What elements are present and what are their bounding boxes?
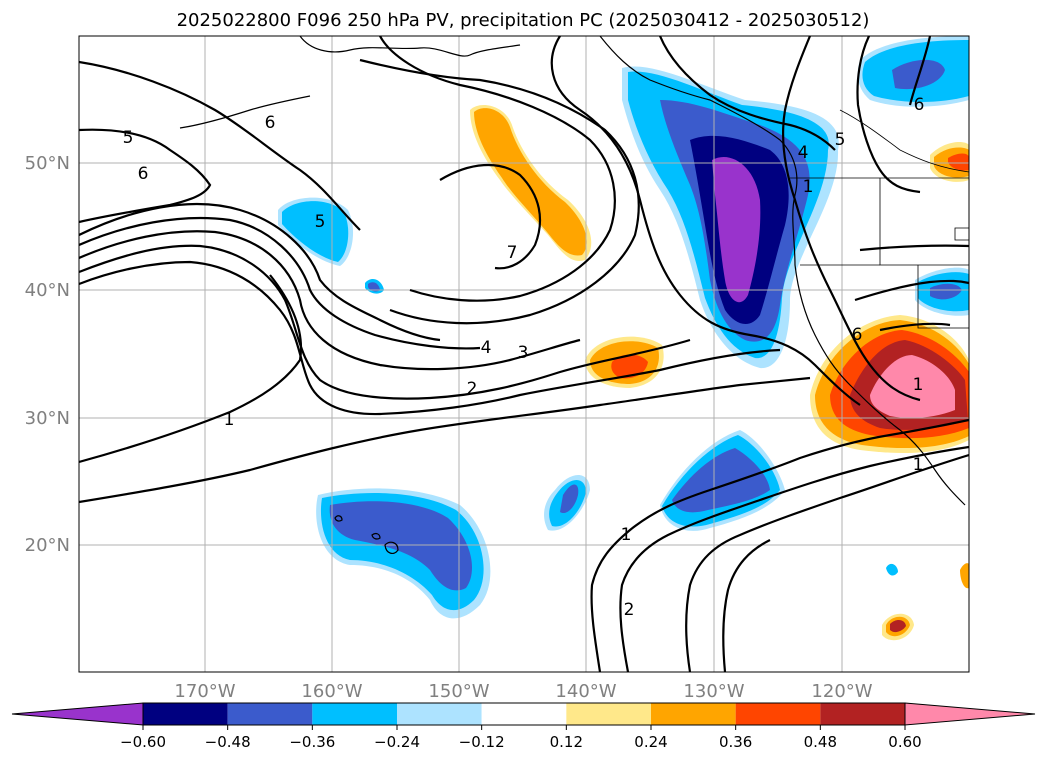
lat-label-30n: 30°N xyxy=(25,408,70,429)
contour-label: 6 xyxy=(914,95,925,115)
map-frame xyxy=(78,35,970,673)
colorbar-tick-label: −0.36 xyxy=(289,733,335,751)
contour-label: 6 xyxy=(265,113,276,133)
latitude-labels: 50°N 40°N 30°N 20°N xyxy=(25,153,70,556)
colorbar-extend-high xyxy=(904,702,1036,726)
colorbar: −0.60 −0.48 −0.36 −0.24 −0.12 0.12 0.24 0.36 0.4… xyxy=(11,702,1036,751)
contour-label: 1 xyxy=(621,525,632,545)
colorbar-tick-label: 0.36 xyxy=(719,733,752,751)
map-title: 2025022800 F096 250 hPa PV, precipitatio… xyxy=(177,10,870,31)
colorbar-segment xyxy=(312,703,397,725)
contour-label: 5 xyxy=(835,130,846,150)
graticule xyxy=(79,36,969,672)
colorbar-segment xyxy=(397,703,482,725)
colorbar-segment xyxy=(820,703,905,725)
colorbar-extend-low xyxy=(11,702,144,726)
contour-label: 1 xyxy=(803,177,814,197)
colorbar-segment xyxy=(481,703,567,725)
colorbar-segment xyxy=(651,703,736,725)
contour-label: 6 xyxy=(852,325,863,345)
contour-label: 3 xyxy=(518,343,529,363)
colorbar-tick-label: −0.60 xyxy=(120,733,166,751)
pv-contours xyxy=(79,36,969,672)
contour-label: 5 xyxy=(315,212,326,232)
colorbar-tick-label: −0.24 xyxy=(374,733,420,751)
lat-label-20n: 20°N xyxy=(25,535,70,556)
contour-label: 6 xyxy=(138,164,149,184)
contour-label: 2 xyxy=(624,600,635,620)
colorbar-tick-label: 0.24 xyxy=(634,733,667,751)
lat-label-40n: 40°N xyxy=(25,280,70,301)
lon-label-160w: 160°W xyxy=(301,681,362,702)
colorbar-segment xyxy=(735,703,821,725)
contour-label: 1 xyxy=(224,410,235,430)
colorbar-tick-label: −0.48 xyxy=(205,733,251,751)
contour-label: 7 xyxy=(507,243,518,263)
colorbar-segment xyxy=(566,703,651,725)
contour-label: 4 xyxy=(798,143,809,163)
lon-label-150w: 150°W xyxy=(428,681,489,702)
lat-label-50n: 50°N xyxy=(25,153,70,174)
lon-label-170w: 170°W xyxy=(174,681,235,702)
colorbar-tick-label: −0.12 xyxy=(459,733,505,751)
lon-label-120w: 120°W xyxy=(811,681,872,702)
contour-label: 2 xyxy=(467,379,478,399)
contour-label: 5 xyxy=(123,128,134,148)
contour-label: 1 xyxy=(913,455,924,475)
map-panel: 6 5 6 5 4 3 2 1 1 2 4 5 1 7 1 6 6 1 xyxy=(79,36,969,672)
lon-label-140w: 140°W xyxy=(555,681,616,702)
colorbar-segment xyxy=(227,703,313,725)
colorbar-tick-label: 0.60 xyxy=(888,733,921,751)
longitude-labels: 170°W 160°W 150°W 140°W 130°W 120°W xyxy=(174,681,872,702)
contour-label: 1 xyxy=(913,375,924,395)
lon-label-130w: 130°W xyxy=(683,681,744,702)
colorbar-tick-label: 0.48 xyxy=(804,733,837,751)
contour-label: 4 xyxy=(481,338,492,358)
coastlines xyxy=(179,36,969,555)
colorbar-tick-label: 0.12 xyxy=(550,733,583,751)
colorbar-segment xyxy=(143,703,228,725)
contour-labels: 6 5 6 5 4 3 2 1 1 2 4 5 1 7 1 6 6 1 xyxy=(123,95,925,620)
